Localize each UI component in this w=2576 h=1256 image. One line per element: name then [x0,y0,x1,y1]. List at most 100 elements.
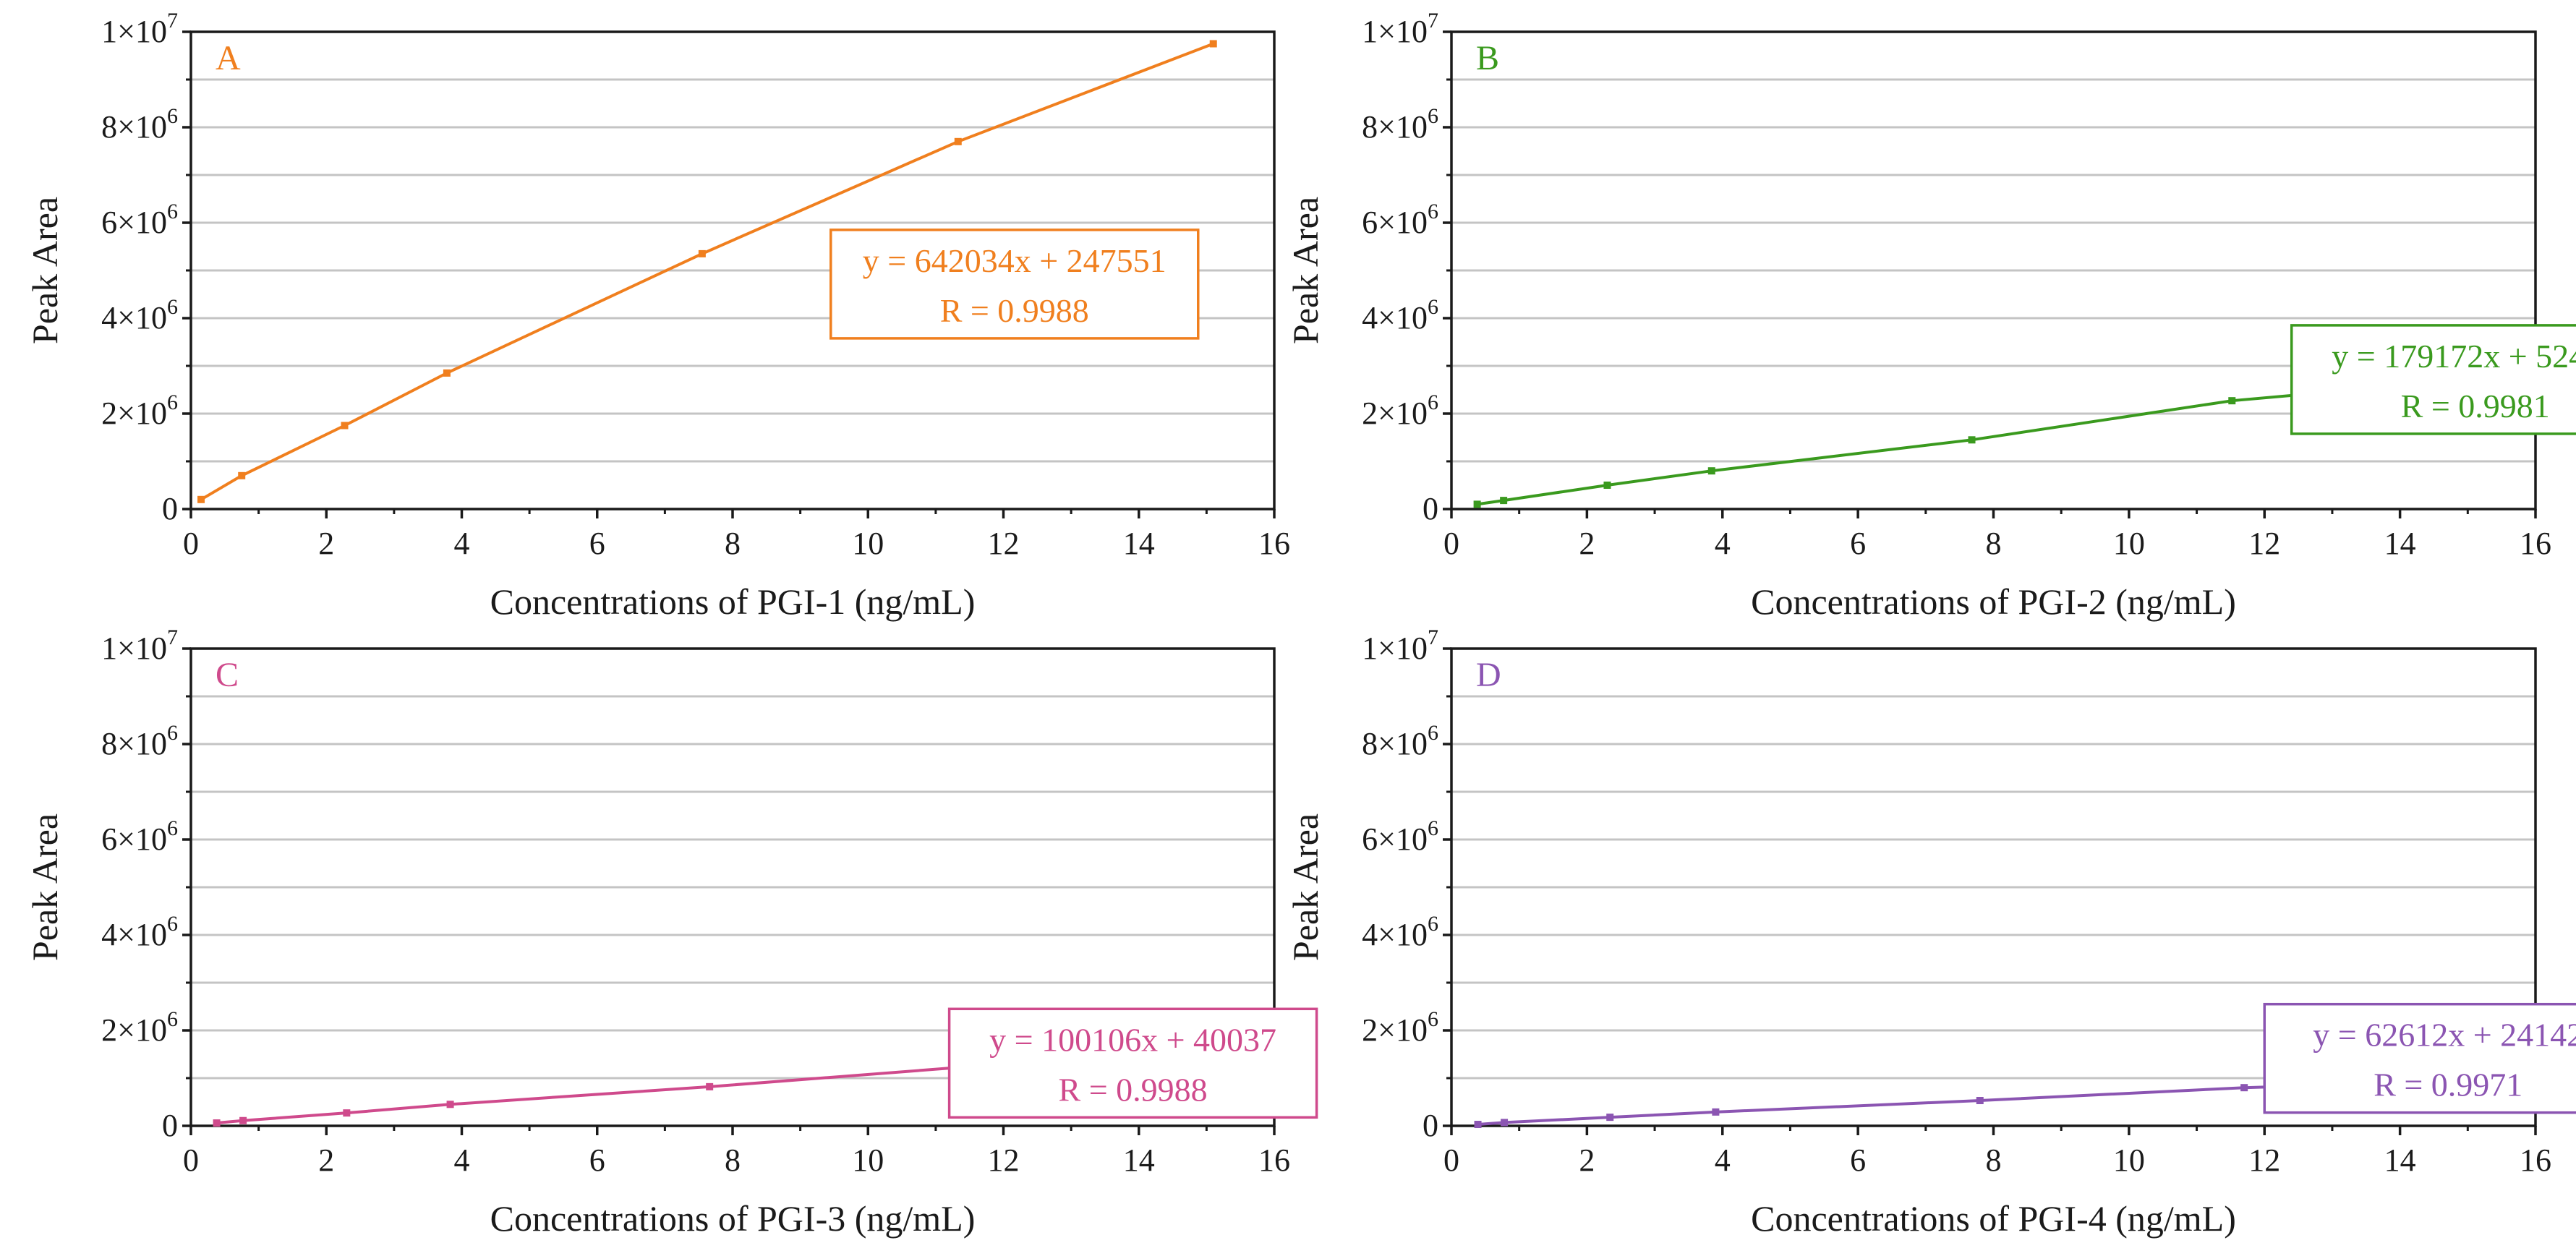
panel-label: A [216,39,241,77]
equation-box [829,228,1200,340]
x-tick-label: 6 [1850,526,1866,561]
data-point [698,249,706,257]
equation-text: y = 179172x + 52424 [2332,338,2576,375]
x-tick-label: 10 [852,1142,884,1178]
y-tick-label: 8×106 [101,104,178,145]
x-tick-label: 14 [2384,1142,2416,1178]
x-tick-label: 4 [454,1142,470,1178]
x-tick-label: 10 [852,526,884,561]
y-tick-label: 8×106 [1362,721,1438,761]
y-tick-label: 6×106 [101,816,178,857]
data-point [1500,497,1508,505]
data-point [1707,467,1715,475]
data-point [1968,436,1976,444]
y-tick-label: 0 [1423,1108,1438,1143]
y-tick-label: 1×107 [1362,625,1438,666]
x-tick-label: 2 [318,526,334,561]
y-tick-label: 4×106 [1362,912,1438,952]
y-tick-label: 1×107 [101,625,178,666]
y-axis-title: Peak Area [1285,197,1326,344]
panel-label: D [1476,656,1501,694]
data-point [197,495,205,503]
y-tick-label: 0 [162,491,178,526]
data-point [238,471,246,479]
x-tick-label: 8 [725,1142,741,1178]
x-axis-title: Concentrations of PGI-4 (ng/mL) [1751,1198,2236,1239]
x-tick-label: 16 [2520,526,2551,561]
x-tick-label: 16 [2520,1142,2551,1178]
x-tick-label: 0 [1443,1142,1459,1178]
panel-c-chart: 0 2×106 4×106 6×106 8×106 1×107 0 2 4 6 8 10 12 14 16 C… [25,625,1318,1239]
r-value-text: R = 0.9981 [2401,388,2550,424]
data-point [341,422,349,430]
y-tick-label: 4×106 [1362,295,1438,336]
x-tick-label: 0 [1443,526,1459,561]
x-tick-label: 4 [454,526,470,561]
y-tick-label: 4×106 [101,912,178,952]
panel-d-chart: 0 2×106 4×106 6×106 8×106 1×107 0 2 4 6 8 10 12 14 16 C… [1285,625,2576,1239]
data-point [443,369,451,377]
data-point [1473,500,1481,508]
equation-box [2263,1002,2576,1114]
data-point [239,1116,247,1124]
y-tick-label: 2×106 [1362,1007,1438,1048]
x-tick-label: 12 [2248,526,2280,561]
data-point [1606,1114,1614,1122]
panel-a-chart: 0 2×106 4×106 6×106 8×106 1×107 0 2 4 6 8 10 12 14 16 C… [25,9,1290,622]
x-tick-label: 14 [1123,1142,1155,1178]
data-point [1712,1108,1720,1116]
data-point [1976,1097,1984,1105]
y-tick-label: 4×106 [101,295,178,336]
x-tick-label: 16 [1258,1142,1290,1178]
data-point [1474,1121,1482,1129]
equation-text: y = 62612x + 24142 [2313,1017,2576,1054]
equation-box [947,1007,1318,1119]
data-point [1501,1119,1509,1127]
panel-b-chart: 0 2×106 4×106 6×106 8×106 1×107 0 2 4 6 8 10 12 14 16 C… [1285,9,2576,622]
y-tick-label: 8×106 [101,721,178,761]
x-tick-label: 6 [589,526,605,561]
x-tick-label: 4 [1715,1142,1731,1178]
data-point [2240,1084,2248,1092]
panel-label: C [216,656,239,694]
x-tick-label: 6 [1850,1142,1866,1178]
x-tick-label: 16 [1258,526,1290,561]
data-point [706,1082,714,1090]
y-tick-label: 0 [1423,491,1438,526]
y-tick-label: 1×107 [1362,9,1438,49]
x-tick-label: 4 [1715,526,1731,561]
x-tick-label: 8 [1986,1142,2002,1178]
equation-box [2290,324,2576,435]
data-point [954,137,962,145]
panel-label: B [1476,39,1499,77]
data-point [446,1101,454,1108]
x-tick-label: 0 [183,1142,199,1178]
data-point [2228,397,2236,405]
y-axis-title: Peak Area [25,197,65,344]
y-tick-label: 8×106 [1362,104,1438,145]
x-tick-label: 12 [988,1142,1020,1178]
x-axis-title: Concentrations of PGI-3 (ng/mL) [490,1198,976,1239]
data-point [1209,40,1217,48]
x-axis-title: Concentrations of PGI-1 (ng/mL) [490,581,976,622]
x-tick-label: 8 [1986,526,2002,561]
data-point [213,1119,221,1127]
r-value-text: R = 0.9971 [2374,1067,2522,1103]
r-value-text: R = 0.9988 [940,292,1089,329]
x-tick-label: 14 [1123,526,1155,561]
y-tick-label: 2×106 [101,390,178,431]
equation-text: y = 100106x + 40037 [989,1021,1276,1058]
y-tick-label: 6×106 [1362,200,1438,240]
x-tick-label: 10 [2113,526,2145,561]
data-point [1603,482,1611,489]
x-tick-label: 2 [1579,1142,1595,1178]
y-axis-title: Peak Area [25,813,65,961]
x-tick-label: 12 [988,526,1020,561]
y-tick-label: 6×106 [101,200,178,240]
y-tick-label: 2×106 [101,1007,178,1048]
y-axis-title: Peak Area [1285,813,1326,961]
r-value-text: R = 0.9988 [1059,1071,1208,1108]
x-tick-label: 12 [2248,1142,2280,1178]
x-tick-label: 2 [1579,526,1595,561]
